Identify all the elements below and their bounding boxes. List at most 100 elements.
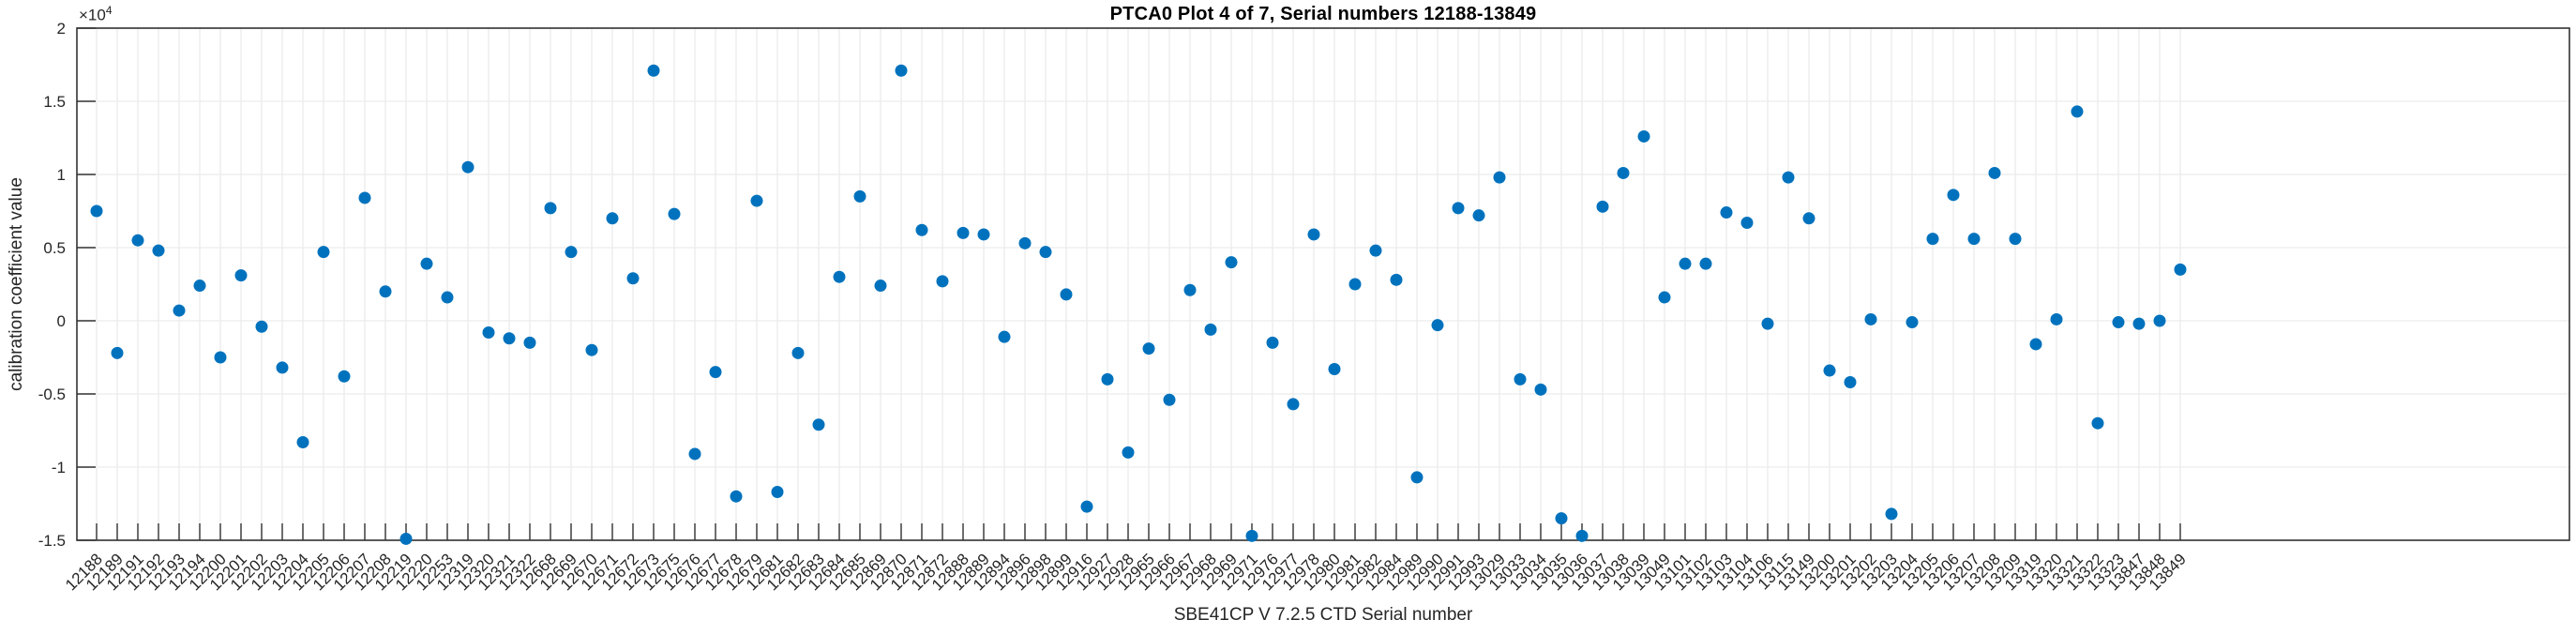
data-point	[193, 280, 206, 293]
data-point	[1060, 288, 1073, 301]
data-point	[1266, 336, 1279, 349]
data-point	[1617, 166, 1630, 179]
y-tick-label: -0.5	[38, 386, 66, 403]
y-tick-label: -1.5	[38, 532, 66, 550]
data-point	[1740, 216, 1754, 229]
data-point	[1967, 233, 1981, 246]
data-point	[1018, 236, 1032, 249]
data-point	[1596, 200, 1609, 213]
data-point	[730, 490, 743, 503]
data-point	[895, 64, 908, 77]
data-point	[2132, 317, 2146, 330]
y-tick-label: 0	[57, 312, 66, 330]
data-point	[2029, 338, 2042, 351]
data-point	[1452, 202, 1465, 215]
data-point	[1493, 171, 1506, 184]
x-axis-title: SBE41CP V 7.2.5 CTD Serial number	[1173, 605, 1473, 625]
data-point	[1287, 398, 1300, 411]
data-point	[626, 272, 640, 285]
data-point	[131, 234, 144, 247]
data-point	[1204, 323, 1217, 336]
data-point	[1431, 319, 1444, 332]
data-point	[2091, 416, 2104, 430]
data-point	[833, 270, 846, 283]
data-point	[1988, 166, 2001, 179]
data-point	[585, 343, 598, 356]
data-point	[1844, 376, 1857, 389]
data-point	[1906, 316, 1919, 329]
data-point	[565, 246, 578, 259]
data-point	[647, 64, 660, 77]
data-point	[1410, 471, 1424, 484]
data-point	[977, 228, 990, 241]
data-point	[1348, 278, 1362, 291]
data-point	[1699, 257, 1712, 270]
data-point	[2174, 263, 2187, 276]
data-point	[853, 189, 866, 203]
data-point	[688, 447, 701, 461]
data-point	[1225, 256, 1238, 269]
data-point	[1534, 383, 1547, 396]
y-exponent-base: ×10	[79, 6, 106, 24]
data-point	[173, 304, 186, 317]
data-point	[1637, 129, 1650, 143]
data-point	[2050, 312, 2063, 325]
data-point	[441, 291, 454, 304]
data-point	[1122, 446, 1135, 459]
y-tick-label: 0.5	[43, 239, 66, 257]
y-exponent-power: 4	[105, 4, 113, 17]
data-point	[957, 226, 970, 239]
data-point	[379, 285, 392, 298]
axes-box	[76, 27, 2570, 541]
chart-title: PTCA0 Plot 4 of 7, Serial numbers 12188-…	[1109, 4, 1537, 24]
data-point	[1307, 228, 1320, 241]
data-point	[152, 244, 165, 257]
y-tick-label: 2	[57, 20, 66, 38]
data-point	[709, 366, 722, 379]
data-point	[1782, 171, 1795, 184]
y-tick-label: 1.5	[43, 93, 66, 111]
data-point	[1823, 364, 1836, 377]
data-point	[1183, 283, 1197, 296]
data-point	[915, 223, 928, 236]
data-point	[1472, 209, 1485, 222]
data-point	[420, 257, 433, 270]
data-point	[1101, 372, 1114, 386]
data-point	[111, 346, 124, 359]
data-point	[791, 346, 805, 359]
data-point	[606, 212, 619, 225]
data-point	[750, 194, 763, 207]
data-point	[1761, 317, 1774, 330]
data-point	[1142, 342, 1155, 355]
data-point	[1885, 507, 1898, 521]
data-point	[2153, 314, 2166, 327]
y-tick-label: -1	[52, 459, 66, 476]
data-point	[936, 275, 949, 288]
data-point	[1369, 244, 1382, 257]
data-point	[812, 418, 825, 431]
data-point	[1080, 500, 1093, 513]
data-point	[2009, 233, 2022, 246]
data-point	[399, 532, 413, 545]
data-point	[482, 325, 495, 339]
data-point	[1947, 189, 1960, 202]
data-point	[1245, 529, 1258, 542]
data-point	[771, 486, 784, 499]
data-point	[998, 330, 1011, 343]
data-point	[317, 246, 330, 259]
data-point	[234, 269, 248, 282]
data-point	[874, 280, 887, 293]
data-point	[461, 160, 475, 174]
data-point	[1864, 312, 1877, 325]
data-point	[1514, 372, 1527, 386]
data-point	[1575, 529, 1589, 542]
data-point	[2112, 316, 2125, 329]
data-point	[358, 191, 371, 204]
data-point	[1658, 291, 1671, 304]
data-point	[1039, 246, 1052, 259]
data-point	[255, 320, 268, 333]
data-point	[296, 435, 309, 448]
data-point	[2071, 105, 2084, 118]
